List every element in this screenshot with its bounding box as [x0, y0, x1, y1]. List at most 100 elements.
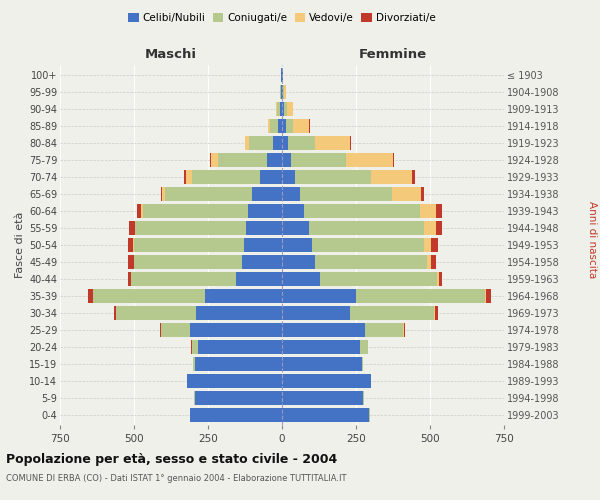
Bar [291, 154, 346, 167]
Bar [282, 289, 356, 302]
Bar [114, 306, 116, 320]
Bar [282, 306, 350, 320]
Bar [190, 323, 282, 336]
Bar [308, 221, 424, 235]
Bar [137, 204, 142, 218]
Bar [304, 204, 419, 218]
Bar [270, 120, 278, 133]
Bar [192, 170, 260, 184]
Bar [356, 289, 485, 302]
Bar [131, 272, 236, 286]
Bar [282, 170, 295, 184]
Bar [393, 154, 394, 167]
Bar [190, 408, 282, 422]
Bar [485, 289, 486, 302]
Bar [282, 120, 286, 133]
Bar [281, 86, 282, 99]
Bar [371, 170, 412, 184]
Bar [431, 255, 436, 269]
Bar [134, 221, 136, 235]
Bar [280, 86, 281, 99]
Bar [282, 391, 364, 404]
Bar [278, 120, 282, 133]
Bar [350, 306, 434, 320]
Bar [282, 188, 300, 201]
Bar [282, 204, 304, 218]
Bar [160, 323, 161, 336]
Bar [424, 221, 436, 235]
Text: COMUNE DI ERBA (CO) - Dati ISTAT 1° gennaio 2004 - Elaborazione TUTTITALIA.IT: COMUNE DI ERBA (CO) - Dati ISTAT 1° genn… [6, 474, 347, 483]
Text: Femmine: Femmine [359, 48, 427, 61]
Bar [245, 136, 250, 150]
Bar [247, 221, 282, 235]
Bar [288, 136, 314, 150]
Bar [286, 120, 293, 133]
Bar [128, 255, 134, 269]
Bar [282, 323, 365, 336]
Bar [314, 255, 427, 269]
Bar [439, 272, 442, 286]
Bar [196, 306, 282, 320]
Bar [424, 238, 431, 252]
Bar [205, 289, 282, 302]
Bar [161, 323, 190, 336]
Bar [260, 170, 282, 184]
Bar [431, 238, 438, 252]
Bar [434, 306, 436, 320]
Bar [282, 221, 308, 235]
Bar [282, 340, 361, 353]
Bar [134, 238, 244, 252]
Bar [187, 374, 282, 388]
Bar [242, 255, 282, 269]
Bar [421, 188, 424, 201]
Bar [134, 255, 242, 269]
Bar [186, 170, 192, 184]
Bar [128, 272, 131, 286]
Bar [193, 357, 194, 370]
Bar [236, 272, 282, 286]
Bar [437, 272, 439, 286]
Bar [300, 188, 392, 201]
Bar [161, 188, 162, 201]
Bar [436, 204, 442, 218]
Bar [143, 204, 248, 218]
Bar [253, 188, 282, 201]
Bar [92, 289, 205, 302]
Bar [311, 238, 424, 252]
Bar [282, 357, 362, 370]
Bar [218, 154, 267, 167]
Bar [320, 272, 437, 286]
Bar [267, 154, 282, 167]
Bar [419, 204, 436, 218]
Bar [284, 86, 286, 99]
Bar [184, 170, 186, 184]
Bar [142, 204, 143, 218]
Bar [282, 374, 371, 388]
Bar [250, 136, 273, 150]
Bar [362, 357, 364, 370]
Bar [162, 188, 165, 201]
Bar [192, 340, 197, 353]
Bar [283, 86, 284, 99]
Bar [365, 323, 403, 336]
Bar [287, 102, 293, 116]
Bar [197, 340, 282, 353]
Bar [282, 136, 288, 150]
Bar [282, 272, 320, 286]
Text: Anni di nascita: Anni di nascita [587, 202, 597, 278]
Bar [436, 221, 442, 235]
Bar [280, 102, 282, 116]
Bar [295, 170, 371, 184]
Bar [404, 323, 405, 336]
Bar [273, 136, 282, 150]
Bar [268, 120, 270, 133]
Bar [427, 255, 431, 269]
Bar [284, 102, 287, 116]
Bar [412, 170, 415, 184]
Bar [361, 340, 368, 353]
Text: Maschi: Maschi [145, 48, 197, 61]
Bar [128, 221, 134, 235]
Bar [293, 120, 309, 133]
Bar [282, 238, 311, 252]
Bar [116, 306, 196, 320]
